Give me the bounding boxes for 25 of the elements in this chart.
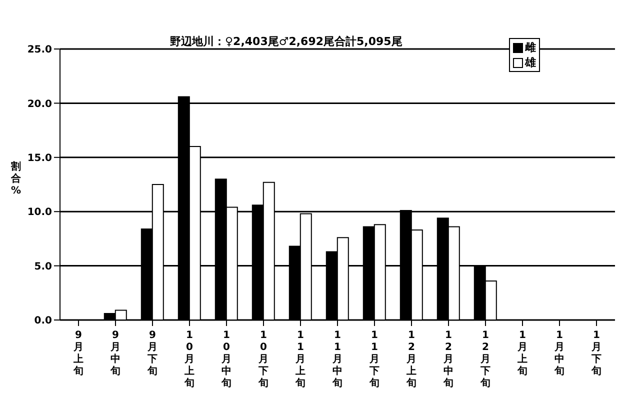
x-tick-label: 12月上旬: [406, 330, 416, 389]
y-tick-label: 25.0: [27, 44, 52, 56]
legend-label: 雄: [525, 55, 536, 70]
x-tick-label: 1月中旬: [554, 330, 564, 377]
y-tick-label: 0.0: [34, 316, 52, 327]
y-tick-label: 5.0: [34, 261, 52, 272]
y-tick-label: 15.0: [27, 152, 52, 164]
x-tick-label: 9月下旬: [146, 330, 158, 377]
y-tick-label: 20.0: [27, 98, 52, 110]
x-tick-label: 10月上旬: [184, 330, 194, 389]
y-tick-label: 10.0: [27, 207, 52, 218]
x-tick-label: 10月中旬: [220, 330, 232, 389]
x-tick-label: 11月中旬: [332, 330, 342, 389]
legend-label: 雌: [525, 40, 536, 55]
x-tick-label: 10月下旬: [258, 330, 268, 389]
y-axis-title: 割合%: [10, 160, 22, 196]
x-tick-label: 12月中旬: [442, 330, 454, 389]
x-tick-label: 11月下旬: [368, 330, 380, 389]
x-tick-label: 9月上旬: [72, 330, 84, 377]
x-tick-label: 1月下旬: [590, 330, 602, 377]
chart-title: 野辺地川：♀2,403尾♂2,692尾合計5,095尾: [170, 34, 402, 49]
x-tick-label: 11月上旬: [294, 330, 306, 389]
x-tick-label: 12月下旬: [480, 330, 490, 389]
x-tick-label: 1月上旬: [516, 330, 528, 377]
x-tick-label: 9月中旬: [110, 330, 120, 377]
